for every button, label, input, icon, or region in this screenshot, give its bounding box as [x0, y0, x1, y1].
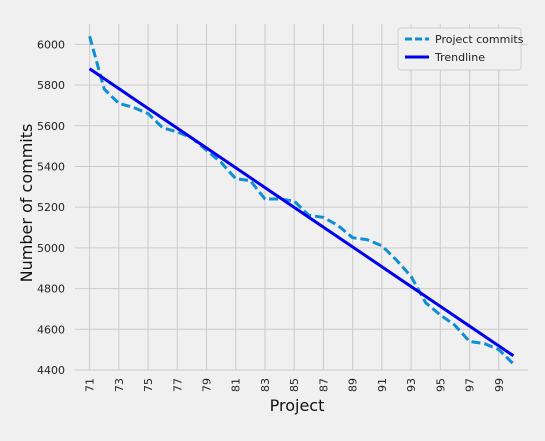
legend-label-project-commits: Project commits: [435, 33, 524, 46]
x-tick-label: 89: [347, 378, 360, 392]
x-tick-label: 73: [113, 378, 126, 392]
trendline-line: [88, 67, 515, 358]
y-axis-title: Number of commits: [17, 124, 36, 283]
y-tick-label: 4600: [37, 323, 65, 336]
data-series: [88, 35, 515, 365]
y-tick-label: 5800: [37, 79, 65, 92]
x-axis-ticks: 71 73 75 77 79 81 83 85 87 89 91 93 95 97 99: [84, 378, 506, 392]
y-tick-label: 5200: [37, 201, 65, 214]
project-commits-line: [88, 35, 515, 365]
y-axis-ticks: 4400 4600 4800 5000 5200 5400 5600 5800 6000: [37, 38, 65, 377]
x-tick-label: 85: [288, 378, 301, 392]
gridlines: [75, 24, 528, 371]
x-tick-label: 75: [142, 378, 155, 392]
y-tick-label: 5600: [37, 120, 65, 133]
x-tick-label: 99: [493, 378, 506, 392]
y-tick-label: 4800: [37, 283, 65, 296]
legend: Project commits Trendline: [397, 27, 524, 71]
y-tick-label: 5400: [37, 160, 65, 173]
x-axis-title: Project: [270, 396, 325, 415]
y-tick-label: 6000: [37, 38, 65, 51]
x-tick-label: 81: [230, 378, 243, 392]
x-tick-label: 93: [405, 378, 418, 392]
legend-label-trendline: Trendline: [434, 51, 485, 64]
x-tick-label: 71: [84, 378, 97, 392]
x-tick-label: 83: [259, 378, 272, 392]
x-tick-label: 91: [376, 378, 389, 392]
y-tick-label: 5000: [37, 242, 65, 255]
x-tick-label: 97: [464, 378, 477, 392]
y-tick-label: 4400: [37, 364, 65, 377]
x-tick-label: 79: [201, 378, 214, 392]
x-tick-label: 95: [434, 378, 447, 392]
x-tick-label: 77: [171, 378, 184, 392]
x-tick-label: 87: [317, 378, 330, 392]
